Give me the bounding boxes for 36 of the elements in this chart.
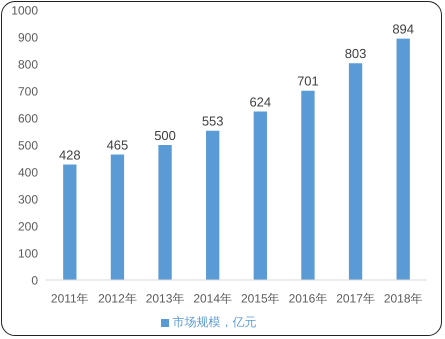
bar: [110, 154, 124, 280]
x-tick-label: 2011年: [50, 292, 89, 306]
y-tick-label: 0: [31, 273, 38, 288]
legend-label: 市场规模，亿元: [172, 315, 256, 329]
y-tick-label: 600: [18, 111, 38, 126]
bar: [254, 112, 267, 280]
data-label: 803: [344, 46, 366, 62]
y-tick-label: 900: [18, 30, 38, 44]
data-label: 500: [154, 128, 176, 143]
y-tick-label: 800: [18, 57, 38, 72]
bar: [348, 63, 362, 280]
x-tick-label: 2015年: [240, 292, 280, 306]
bar: [396, 38, 410, 280]
data-label: 553: [202, 114, 224, 129]
y-tick-label: 400: [18, 165, 38, 180]
data-label: 428: [58, 147, 81, 162]
bar: [206, 130, 220, 280]
y-tick-label: 500: [18, 138, 38, 152]
data-label: 465: [106, 137, 128, 152]
x-tick-label: 2014年: [193, 292, 232, 306]
x-tick-label: 2013年: [146, 292, 184, 306]
x-tick-label: 2017年: [336, 292, 375, 306]
x-tick-label: 2012年: [98, 292, 137, 306]
bar: [158, 145, 172, 280]
y-tick-label: 200: [18, 219, 38, 234]
x-tick-label: 2018年: [384, 292, 423, 306]
data-label: 701: [297, 74, 319, 89]
bar: [63, 164, 76, 280]
y-tick-label: 700: [18, 84, 38, 98]
x-tick-label: 2016年: [288, 292, 328, 306]
data-label: 894: [392, 22, 414, 37]
y-tick-label: 100: [18, 246, 38, 260]
bar: [301, 90, 315, 280]
y-tick-label: 1000: [11, 3, 38, 18]
data-label: 624: [249, 94, 272, 110]
y-tick-label: 300: [18, 192, 38, 206]
